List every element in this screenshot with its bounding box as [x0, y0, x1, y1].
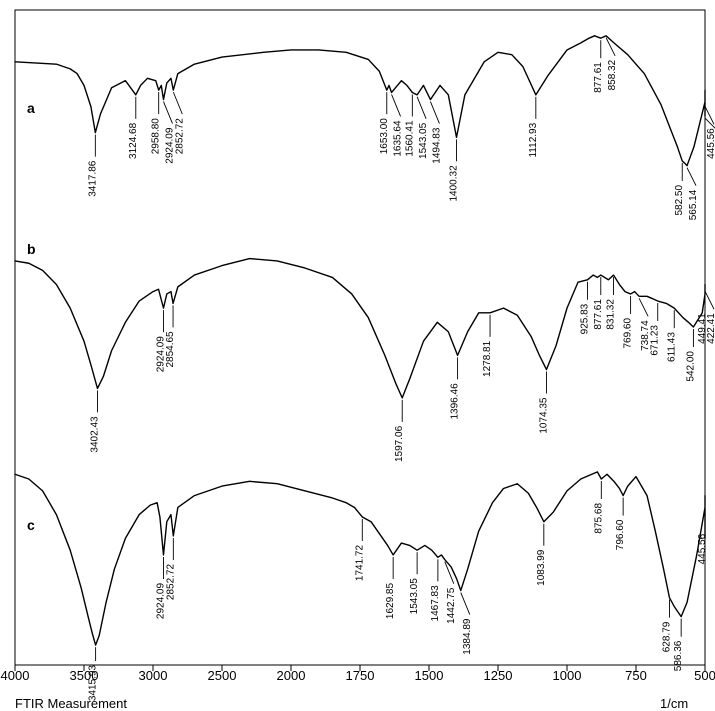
panel-label-b: b [27, 241, 36, 257]
svg-text:1396.46: 1396.46 [450, 383, 461, 420]
svg-text:1597.06: 1597.06 [394, 425, 405, 462]
svg-text:858.32: 858.32 [607, 59, 618, 90]
svg-text:1560.41: 1560.41 [404, 120, 415, 157]
svg-text:1400.32: 1400.32 [449, 165, 460, 202]
panel-label-c: c [27, 517, 35, 533]
svg-text:628.79: 628.79 [661, 621, 672, 652]
svg-text:586.36: 586.36 [673, 640, 684, 671]
svg-text:1543.05: 1543.05 [409, 578, 420, 615]
ftir-chart: 4000350030002500200017501500125010007505… [0, 0, 715, 711]
svg-text:445.56: 445.56 [697, 533, 708, 564]
svg-text:1653.00: 1653.00 [379, 118, 390, 155]
svg-text:796.60: 796.60 [615, 519, 626, 550]
svg-text:877.61: 877.61 [593, 299, 604, 330]
svg-text:1629.85: 1629.85 [385, 583, 396, 620]
svg-text:422.41: 422.41 [706, 313, 715, 344]
svg-text:611.43: 611.43 [666, 332, 677, 362]
svg-text:1278.81: 1278.81 [482, 340, 493, 377]
svg-text:1083.99: 1083.99 [536, 549, 547, 586]
svg-text:542.00: 542.00 [685, 351, 696, 382]
svg-text:1250: 1250 [484, 668, 513, 683]
svg-text:671.23: 671.23 [650, 325, 661, 356]
svg-text:831.32: 831.32 [606, 299, 617, 330]
svg-text:1543.05: 1543.05 [418, 122, 429, 159]
svg-text:4000: 4000 [1, 668, 30, 683]
svg-text:2000: 2000 [277, 668, 306, 683]
axis-unit-label: 1/cm [660, 696, 688, 711]
svg-text:1750: 1750 [346, 668, 375, 683]
svg-text:2958.80: 2958.80 [151, 118, 162, 155]
svg-text:3402.43: 3402.43 [89, 416, 100, 453]
svg-text:2852.72: 2852.72 [174, 118, 185, 155]
svg-text:2852.72: 2852.72 [165, 564, 176, 601]
svg-text:1500: 1500 [415, 668, 444, 683]
svg-text:1442.75: 1442.75 [446, 587, 457, 624]
svg-text:1384.89: 1384.89 [462, 618, 473, 655]
svg-text:1467.83: 1467.83 [430, 585, 441, 622]
svg-text:769.60: 769.60 [623, 318, 634, 349]
svg-text:445.56: 445.56 [706, 128, 715, 159]
axis-caption-left: FTIR Measurement [15, 696, 127, 711]
svg-text:2500: 2500 [208, 668, 237, 683]
svg-text:3124.68: 3124.68 [128, 122, 139, 159]
svg-text:1494.83: 1494.83 [431, 127, 442, 164]
svg-text:3417.86: 3417.86 [87, 160, 98, 197]
svg-text:750: 750 [625, 668, 647, 683]
svg-text:925.83: 925.83 [579, 303, 590, 334]
svg-text:1074.35: 1074.35 [538, 397, 549, 434]
svg-text:582.50: 582.50 [674, 185, 685, 216]
svg-text:1741.72: 1741.72 [354, 545, 365, 582]
svg-text:1000: 1000 [553, 668, 582, 683]
svg-text:2854.65: 2854.65 [165, 331, 176, 368]
svg-text:1635.64: 1635.64 [393, 120, 404, 157]
chart-svg: 4000350030002500200017501500125010007505… [0, 0, 715, 711]
svg-text:565.14: 565.14 [688, 189, 699, 220]
svg-text:875.68: 875.68 [593, 503, 604, 534]
svg-text:500: 500 [694, 668, 715, 683]
svg-text:1112.93: 1112.93 [528, 122, 539, 157]
svg-text:877.61: 877.61 [593, 62, 604, 93]
svg-text:3000: 3000 [139, 668, 168, 683]
panel-label-a: a [27, 100, 35, 116]
